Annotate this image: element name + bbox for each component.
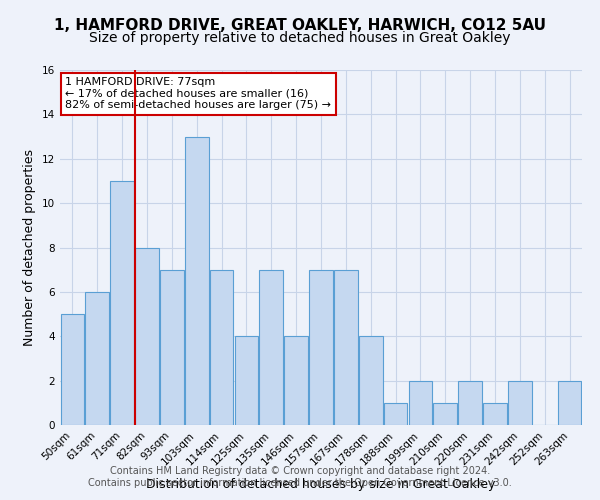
- Bar: [558, 380, 581, 425]
- Bar: [309, 270, 333, 425]
- Bar: [160, 270, 184, 425]
- Text: Size of property relative to detached houses in Great Oakley: Size of property relative to detached ho…: [89, 31, 511, 45]
- Bar: [135, 248, 159, 425]
- Text: 1 HAMFORD DRIVE: 77sqm
← 17% of detached houses are smaller (16)
82% of semi-det: 1 HAMFORD DRIVE: 77sqm ← 17% of detached…: [65, 77, 331, 110]
- Bar: [61, 314, 84, 425]
- Y-axis label: Number of detached properties: Number of detached properties: [23, 149, 37, 346]
- Bar: [85, 292, 109, 425]
- Bar: [359, 336, 383, 425]
- Bar: [334, 270, 358, 425]
- Bar: [284, 336, 308, 425]
- Bar: [483, 403, 507, 425]
- Bar: [235, 336, 258, 425]
- X-axis label: Distribution of detached houses by size in Great Oakley: Distribution of detached houses by size …: [146, 478, 496, 491]
- Bar: [210, 270, 233, 425]
- Bar: [259, 270, 283, 425]
- Bar: [409, 380, 432, 425]
- Bar: [433, 403, 457, 425]
- Text: 1, HAMFORD DRIVE, GREAT OAKLEY, HARWICH, CO12 5AU: 1, HAMFORD DRIVE, GREAT OAKLEY, HARWICH,…: [54, 18, 546, 32]
- Bar: [384, 403, 407, 425]
- Bar: [508, 380, 532, 425]
- Bar: [185, 136, 209, 425]
- Bar: [110, 181, 134, 425]
- Text: Contains HM Land Registry data © Crown copyright and database right 2024.
Contai: Contains HM Land Registry data © Crown c…: [88, 466, 512, 487]
- Bar: [458, 380, 482, 425]
